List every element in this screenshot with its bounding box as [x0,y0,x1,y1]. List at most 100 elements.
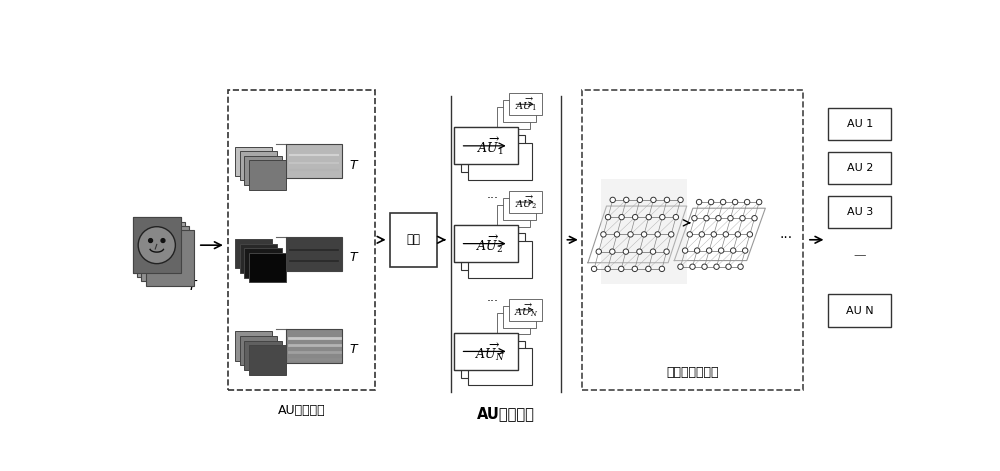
Text: $\overrightarrow{AU_2}$: $\overrightarrow{AU_2}$ [515,193,536,211]
FancyBboxPatch shape [454,225,518,262]
Text: T: T [350,251,357,264]
FancyBboxPatch shape [249,345,286,374]
Circle shape [614,232,620,237]
Circle shape [623,249,629,254]
Text: ...: ... [487,188,499,201]
Circle shape [161,239,165,243]
Circle shape [714,264,719,269]
Text: T: T [350,343,357,357]
Circle shape [740,216,745,221]
Circle shape [601,232,606,237]
Text: ...: ... [487,291,499,304]
Circle shape [696,199,702,205]
Circle shape [632,266,638,272]
FancyBboxPatch shape [461,233,525,270]
FancyBboxPatch shape [497,205,530,227]
Circle shape [711,232,717,237]
FancyBboxPatch shape [497,107,530,129]
Circle shape [723,232,729,237]
Circle shape [651,197,656,203]
Circle shape [708,199,714,205]
FancyBboxPatch shape [454,333,518,370]
Text: ...: ... [780,227,793,242]
Text: AU特征向量: AU特征向量 [477,406,534,421]
Text: $\overrightarrow{AU_N}$: $\overrightarrow{AU_N}$ [514,301,538,319]
Circle shape [669,232,674,237]
Polygon shape [601,179,687,284]
FancyBboxPatch shape [503,100,536,122]
FancyBboxPatch shape [141,226,189,281]
FancyBboxPatch shape [828,108,891,140]
FancyBboxPatch shape [240,151,277,180]
Circle shape [706,248,712,253]
Text: T: T [187,279,196,293]
FancyBboxPatch shape [286,237,342,270]
FancyBboxPatch shape [503,198,536,220]
FancyBboxPatch shape [468,241,532,277]
Text: $\overrightarrow{AU_2}$: $\overrightarrow{AU_2}$ [476,232,504,255]
Circle shape [664,197,670,203]
FancyBboxPatch shape [244,156,282,185]
Text: T: T [350,159,357,171]
FancyBboxPatch shape [828,152,891,184]
FancyBboxPatch shape [249,161,286,190]
FancyBboxPatch shape [461,135,525,172]
Circle shape [637,197,643,203]
Text: 编码: 编码 [406,233,420,246]
Circle shape [687,232,692,237]
Circle shape [628,232,633,237]
Circle shape [726,264,731,269]
Text: AU 3: AU 3 [847,207,873,217]
FancyBboxPatch shape [390,213,437,267]
Circle shape [605,214,611,220]
Circle shape [699,232,705,237]
FancyBboxPatch shape [509,93,542,115]
Text: AU局部区域: AU局部区域 [278,404,326,417]
Circle shape [704,216,709,221]
Circle shape [690,264,695,269]
Circle shape [732,199,738,205]
FancyBboxPatch shape [249,253,286,282]
Circle shape [682,248,688,253]
Circle shape [747,232,753,237]
FancyBboxPatch shape [244,341,282,370]
Circle shape [756,199,762,205]
FancyBboxPatch shape [468,349,532,385]
Circle shape [660,214,665,220]
FancyBboxPatch shape [235,239,272,268]
Circle shape [728,216,733,221]
FancyBboxPatch shape [146,230,194,285]
Circle shape [678,264,683,269]
Circle shape [605,266,610,272]
FancyBboxPatch shape [286,144,342,178]
Circle shape [619,266,624,272]
Circle shape [702,264,707,269]
Circle shape [664,249,669,254]
Circle shape [641,232,647,237]
Text: —: — [853,249,866,262]
FancyBboxPatch shape [503,306,536,327]
Circle shape [591,266,597,272]
FancyBboxPatch shape [240,244,277,273]
Circle shape [596,249,601,254]
Circle shape [744,199,750,205]
FancyBboxPatch shape [509,299,542,321]
FancyBboxPatch shape [828,196,891,228]
Circle shape [646,214,651,220]
Circle shape [730,248,736,253]
Text: AU N: AU N [846,306,874,316]
Circle shape [673,214,679,220]
Circle shape [624,197,629,203]
FancyBboxPatch shape [468,143,532,180]
Circle shape [659,266,665,272]
Text: AU 2: AU 2 [847,163,873,173]
FancyBboxPatch shape [286,329,342,363]
FancyBboxPatch shape [454,333,518,370]
Circle shape [619,214,624,220]
Circle shape [742,248,748,253]
FancyBboxPatch shape [828,294,891,327]
FancyBboxPatch shape [244,248,282,277]
FancyBboxPatch shape [454,127,518,164]
FancyBboxPatch shape [509,191,542,213]
FancyBboxPatch shape [461,341,525,378]
